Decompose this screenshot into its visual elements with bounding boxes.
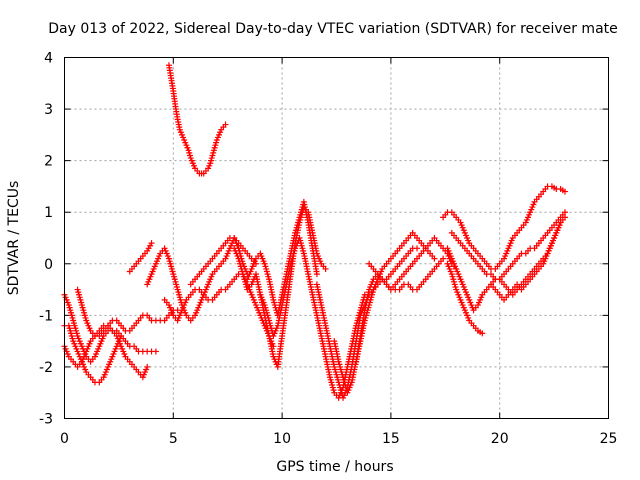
data-point xyxy=(431,255,438,262)
y-tick-label: -3 xyxy=(39,412,53,428)
data-point xyxy=(561,209,568,216)
y-axis-label: SDTVAR / TECUs xyxy=(6,181,22,296)
data-point xyxy=(414,245,421,252)
x-tick-label: 25 xyxy=(600,431,618,447)
series-satellite-track-6 xyxy=(144,235,259,324)
x-tick-label: 10 xyxy=(273,431,291,447)
series-satellite-track-5 xyxy=(126,240,155,275)
series-satellite-track-3 xyxy=(61,322,125,386)
series-satellite-track-20 xyxy=(444,260,486,337)
x-tick-labels: 0 5 10 15 20 25 xyxy=(60,431,617,447)
x-tick-label: 0 xyxy=(60,431,69,447)
data-point xyxy=(313,271,320,278)
y-tick-label: 4 xyxy=(44,51,53,67)
data-point xyxy=(144,363,151,370)
y-tick-label: -2 xyxy=(39,360,53,376)
data-point xyxy=(561,188,568,195)
x-tick-label: 5 xyxy=(169,431,178,447)
data-point xyxy=(479,330,486,337)
data-point xyxy=(148,240,155,247)
series-satellite-track-17 xyxy=(440,183,568,272)
data-point xyxy=(322,265,329,272)
series-satellite-track-16 xyxy=(366,255,447,293)
plot-frame xyxy=(64,57,609,419)
data-point xyxy=(440,255,447,262)
series-satellite-track-9 xyxy=(165,62,229,177)
data-point xyxy=(222,121,229,128)
y-tick-label: 2 xyxy=(44,154,53,170)
series-satellite-track-4 xyxy=(74,286,181,339)
x-tick-label: 15 xyxy=(382,431,400,447)
y-tick-label: 3 xyxy=(44,102,53,118)
series-satellite-track-21 xyxy=(487,214,568,303)
data-point xyxy=(118,332,125,339)
chart-title: Day 013 of 2022, Sidereal Day-to-day VTE… xyxy=(48,21,618,37)
y-tick-label: 1 xyxy=(44,205,53,221)
y-tick-label: -1 xyxy=(39,308,53,324)
data-point xyxy=(152,348,159,355)
x-tick-label: 20 xyxy=(491,431,509,447)
data-point xyxy=(561,214,568,221)
data-series-layer xyxy=(61,62,568,401)
x-axis-label: GPS time / hours xyxy=(276,459,393,475)
y-tick-label: 0 xyxy=(44,257,53,273)
y-tick-labels: -3 -2 -1 0 1 2 3 4 xyxy=(39,51,53,428)
